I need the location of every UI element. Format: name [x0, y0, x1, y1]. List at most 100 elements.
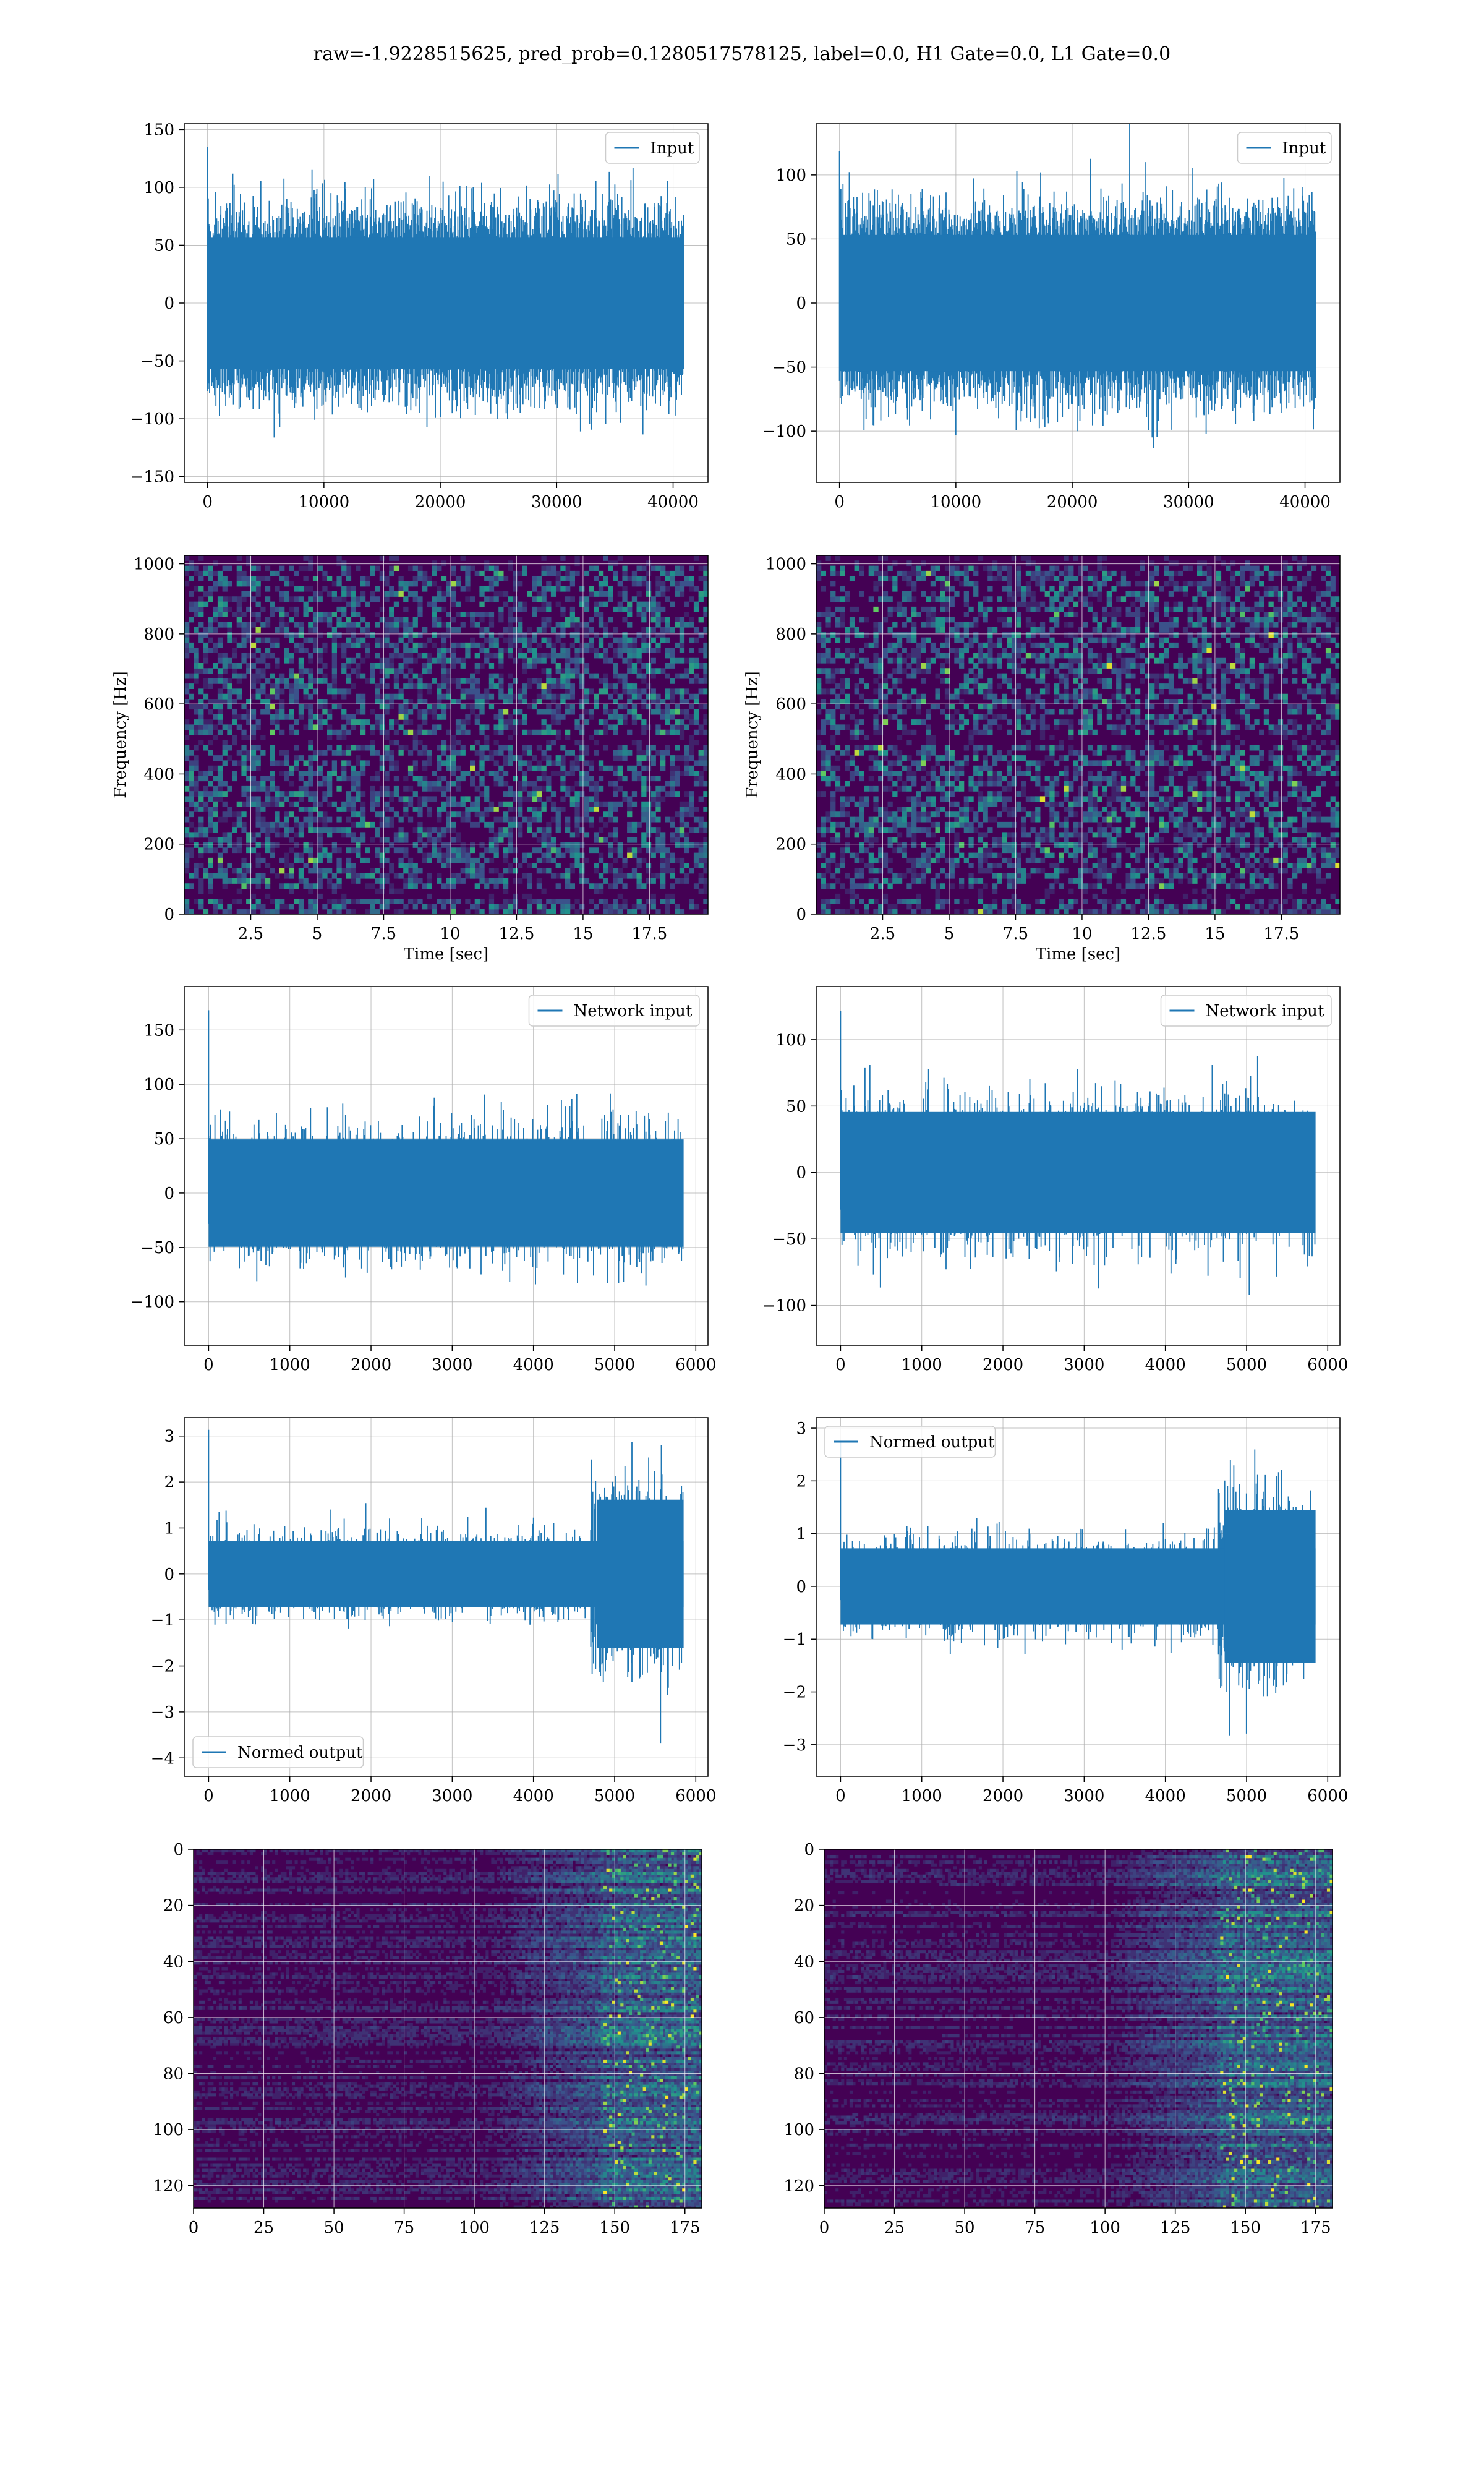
x-tick-label: 175	[1300, 2219, 1331, 2237]
y-tick-label: 50	[786, 1097, 806, 1116]
heatmap-cells	[184, 565, 708, 914]
y-tick-label: 0	[796, 905, 806, 924]
y-tick-label: 100	[783, 2121, 814, 2139]
y-tick-label: 600	[775, 695, 806, 714]
figure-title: raw=-1.9228515625, pred_prob=0.128051757…	[313, 43, 1171, 65]
x-tick-label: 15	[1205, 925, 1225, 943]
x-tick-label: 10000	[931, 493, 982, 511]
x-tick-label: 1000	[270, 1787, 310, 1805]
x-tick-label: 0	[203, 1356, 214, 1374]
x-tick-label: 2000	[351, 1356, 391, 1374]
y-tick-label: 120	[783, 2177, 814, 2196]
subplot-row1-left: Input 0 10000 20000 30000 40000 −150 −100 −50 0 50…	[130, 121, 709, 511]
axes-frame	[824, 1849, 1333, 2209]
y-tick-label: 2	[796, 1472, 806, 1491]
y-tick-label: 0	[164, 905, 174, 924]
x-tick-label: 6000	[1307, 1356, 1348, 1374]
axes-frame	[816, 986, 1341, 1346]
y-tick-label: −100	[762, 422, 806, 441]
x-tick-label: 10	[440, 925, 460, 943]
plot-area	[816, 124, 1340, 482]
x-tick-label: 40000	[647, 493, 699, 511]
legend-label: Network input	[574, 1002, 693, 1021]
y-tick-label: 0	[164, 294, 174, 313]
series-core	[208, 1139, 684, 1247]
x-tick-label: 50	[955, 2219, 975, 2237]
y-tick-label: 100	[153, 2121, 184, 2139]
y-tick-label: 100	[775, 166, 806, 185]
x-tick-label: 10000	[299, 493, 350, 511]
x-tick-label: 6000	[675, 1356, 716, 1374]
y-axis-label: Frequency [Hz]	[111, 671, 130, 798]
y-tick-label: 60	[794, 2009, 814, 2027]
x-tick-label: 4000	[513, 1356, 554, 1374]
x-tick-label: 0	[189, 2219, 199, 2237]
x-tick-label: 7.5	[1003, 925, 1028, 943]
y-tick-label: 2	[164, 1473, 174, 1492]
heatmap-cells	[567, 1849, 702, 2201]
y-tick-label: 80	[163, 2065, 184, 2084]
y-tick-label: −2	[151, 1658, 174, 1676]
plot-area	[824, 1849, 1333, 2208]
x-tick-label: 2.5	[238, 925, 263, 943]
x-tick-label: 20000	[415, 493, 466, 511]
x-tick-label: 2000	[983, 1356, 1023, 1374]
heatmap-cells	[199, 1849, 702, 2208]
heatmap-cells	[1180, 1855, 1333, 2203]
y-tick-label: 100	[143, 179, 174, 197]
subplot-row1-right: Input 0 10000 20000 30000 40000 −100 −50 0 50 100	[762, 123, 1341, 511]
y-tick-label: −1	[151, 1611, 174, 1630]
legend-frame	[192, 1736, 364, 1768]
heatmap-cells	[530, 1849, 702, 2208]
series-burst-core	[597, 1499, 684, 1648]
x-tick-label: 0	[834, 493, 845, 511]
x-tick-label: 6000	[675, 1787, 716, 1805]
y-tick-label: 200	[775, 836, 806, 854]
x-tick-label: 0	[835, 1787, 846, 1805]
x-tick-label: 100	[459, 2219, 490, 2237]
heatmap-cells	[816, 565, 1336, 914]
y-tick-label: 100	[775, 1031, 806, 1050]
axes-frame	[184, 555, 709, 915]
y-tick-label: −50	[772, 1230, 806, 1249]
x-tick-label: 6000	[1307, 1787, 1348, 1805]
x-tick-label: 25	[884, 2219, 905, 2237]
x-tick-label: 75	[1025, 2219, 1045, 2237]
heatmap-cells	[1231, 1874, 1333, 2206]
y-tick-label: 800	[143, 625, 174, 644]
x-tick-label: 15	[573, 925, 593, 943]
x-tick-label: 40000	[1279, 493, 1331, 511]
y-tick-label: 120	[153, 2177, 184, 2196]
y-tick-label: 3	[164, 1427, 174, 1446]
legend-label: Normed output	[869, 1433, 995, 1452]
x-tick-label: 4000	[1145, 1787, 1186, 1805]
x-tick-label: 5000	[1226, 1787, 1267, 1805]
y-tick-label: 20	[794, 1897, 814, 1915]
legend-label: Input	[650, 139, 694, 158]
x-tick-label: 5	[312, 925, 323, 943]
plot-area	[816, 987, 1340, 1345]
legend-label: Network input	[1206, 1002, 1324, 1021]
x-tick-label: 20000	[1047, 493, 1098, 511]
heatmap-cells	[184, 565, 708, 914]
axes-frame	[184, 986, 709, 1346]
plot-area	[184, 124, 708, 482]
x-tick-label: 4000	[513, 1787, 554, 1805]
x-tick-label: 7.5	[371, 925, 396, 943]
y-tick-label: 40	[794, 1953, 814, 1971]
legend-frame	[1237, 132, 1332, 164]
y-tick-label: 20	[163, 1897, 184, 1915]
legend-frame	[528, 995, 700, 1027]
heatmap-cells	[606, 1849, 702, 2208]
y-tick-label: 80	[794, 2065, 814, 2084]
subplot-row4-right: Normed output 0 1000 2000 3000 4000 5000 6000 −3…	[783, 1417, 1348, 1805]
x-tick-label: 17.5	[1263, 925, 1299, 943]
y-tick-label: 150	[143, 121, 174, 139]
heatmap-cells	[830, 1849, 1333, 2208]
y-tick-label: −150	[130, 468, 174, 487]
y-tick-label: 1	[164, 1519, 174, 1538]
heatmap-cells	[816, 565, 1340, 914]
legend-frame	[1160, 995, 1332, 1027]
